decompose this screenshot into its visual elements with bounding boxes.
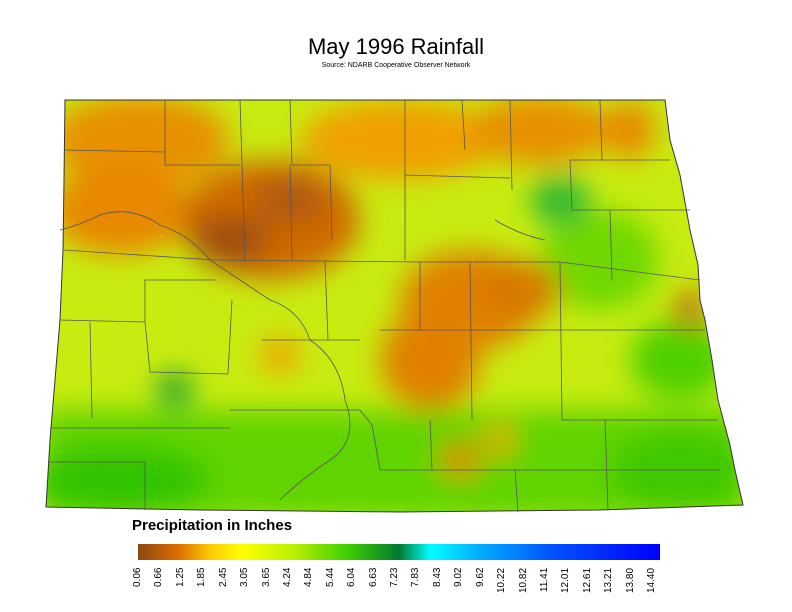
legend-tick-label: 2.45: [217, 568, 229, 588]
legend-tick-label: 13.80: [624, 568, 636, 594]
legend-tick-label: 9.62: [474, 568, 486, 588]
legend-color-bar: [138, 544, 660, 560]
legend-tick-label: 3.65: [260, 568, 272, 588]
legend-tick-label: 12.61: [581, 568, 593, 594]
legend-tick-label: 8.43: [431, 568, 443, 588]
map-title: May 1996 Rainfall: [307, 34, 485, 59]
legend-tick-label: 7.23: [389, 568, 400, 588]
legend-tick-label: 6.04: [346, 568, 358, 588]
map-source: Source: NDARB Cooperative Observer Netwo…: [321, 62, 471, 69]
legend-tick-label: 0.66: [153, 568, 165, 588]
legend-tick-label: 1.25: [174, 568, 186, 588]
legend-tick-label: 5.44: [324, 568, 336, 588]
legend-title: Precipitation in Inches: [132, 517, 293, 534]
legend-tick-label: 4.84: [303, 568, 315, 588]
legend-tick-label: 0.06: [132, 568, 143, 588]
legend-tick-label: 4.24: [281, 568, 293, 588]
legend-tick-label: 1.85: [196, 568, 208, 588]
legend-tick-label: 12.01: [560, 568, 572, 594]
legend-tick-label: 3.05: [239, 568, 251, 588]
legend-tick-label: 11.41: [538, 568, 550, 593]
legend-tick-label: 9.02: [453, 568, 465, 588]
legend-tick-label: 10.82: [517, 568, 529, 594]
precipitation-surface: [46, 100, 743, 512]
legend-tick-label: 6.63: [367, 568, 379, 588]
legend-tick-label: 13.21: [603, 568, 615, 594]
legend-tick-label: 10.22: [496, 568, 508, 594]
legend-tick-label: 7.83: [410, 568, 422, 588]
legend-tick-label: 14.40: [646, 568, 657, 594]
county-boundaries: [45, 99, 744, 513]
